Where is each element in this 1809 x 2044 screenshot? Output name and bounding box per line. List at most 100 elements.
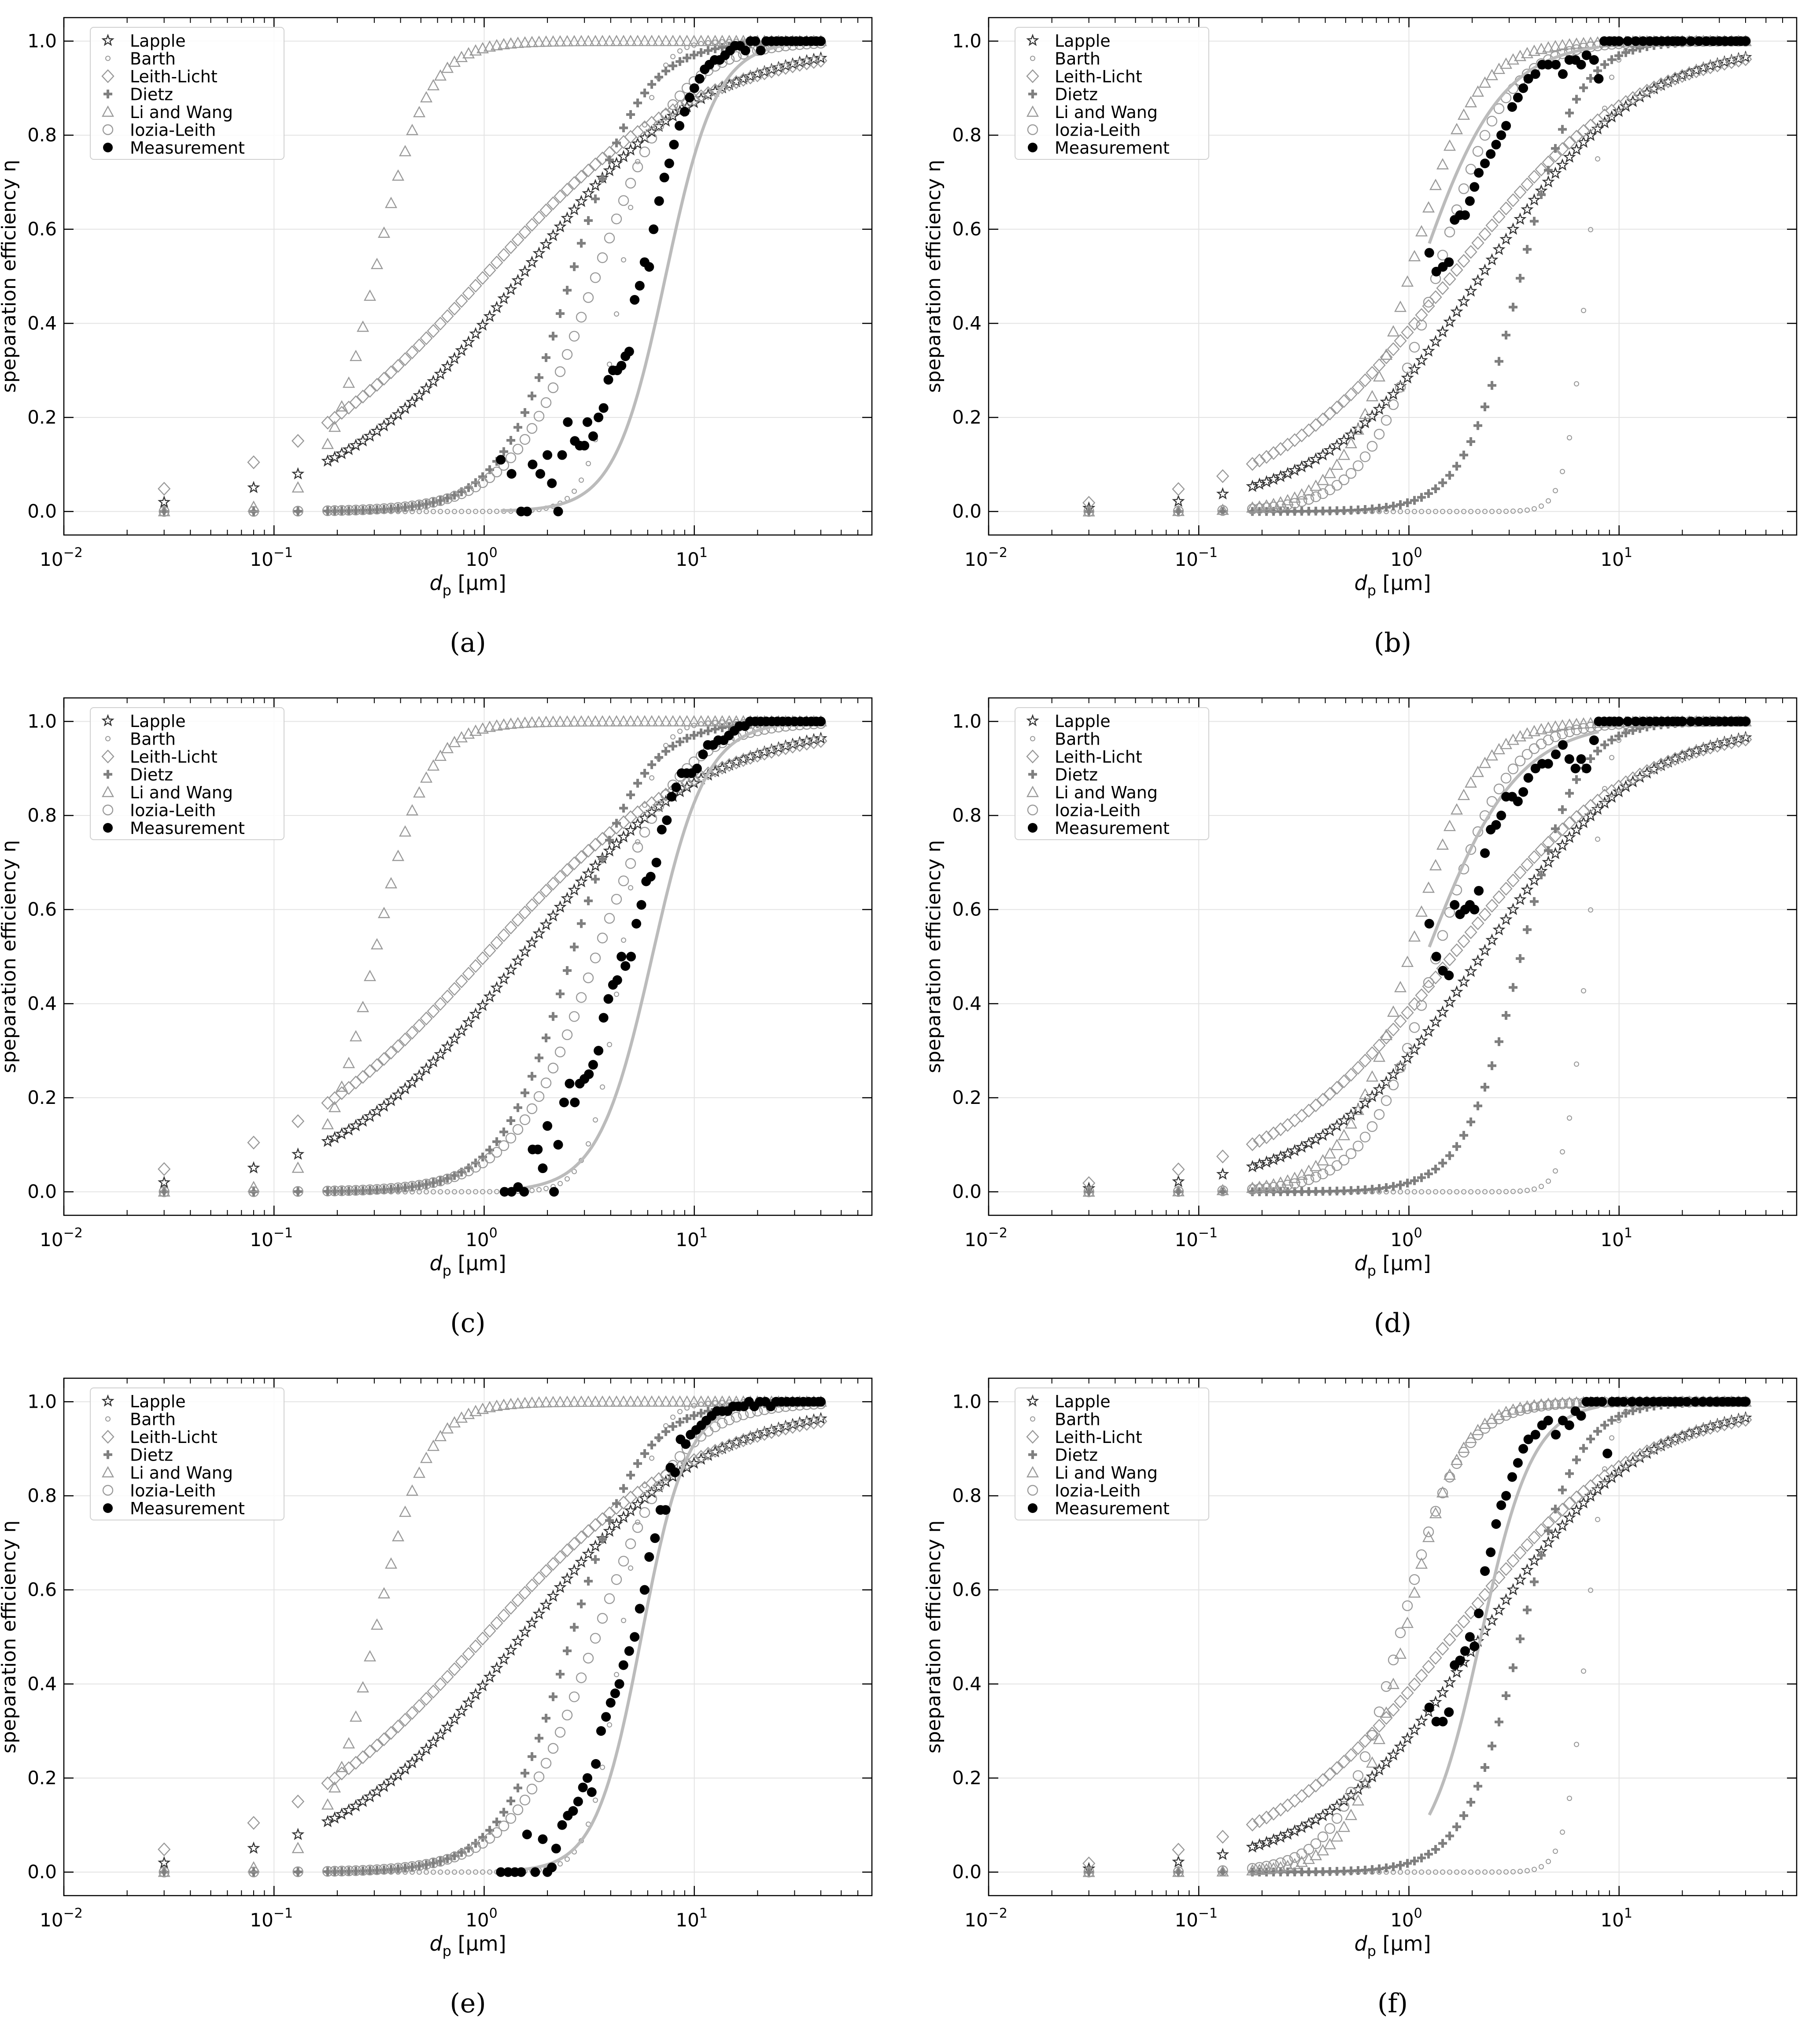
data-point-li-and-wang: [1172, 1185, 1185, 1196]
series-measurement: [1424, 36, 1751, 277]
data-point-barth: [1461, 509, 1467, 514]
data-point-dietz: [626, 790, 635, 800]
y-tick-label: 0.8: [952, 124, 982, 146]
data-point-lapple: [1570, 143, 1583, 155]
data-point-iozia-leith: [1423, 1526, 1434, 1538]
data-point-dietz: [1466, 1797, 1476, 1807]
data-point-leith-licht: [1464, 925, 1477, 939]
data-point-leith-licht: [701, 766, 715, 781]
data-point-barth: [1574, 381, 1580, 387]
legend-label: Li and Wang: [130, 783, 233, 802]
data-point-li-and-wang: [695, 715, 708, 727]
data-point-barth: [565, 1856, 570, 1862]
data-point-iozia-leith: [1543, 734, 1554, 745]
data-point-leith-licht: [1253, 454, 1266, 468]
data-point-lapple: [321, 1134, 334, 1147]
series-leith-licht: [158, 54, 827, 496]
data-point-iozia-leith: [590, 1633, 601, 1644]
data-point-lapple: [582, 867, 595, 879]
data-point-barth: [480, 509, 486, 514]
measurement-point: [506, 469, 517, 479]
x-tick-label: 100: [465, 545, 498, 570]
data-point-leith-licht: [532, 891, 546, 905]
data-point-iozia-leith: [1173, 505, 1184, 517]
series-leith-licht: [158, 734, 827, 1176]
x-label-unit: [µm]: [1376, 1251, 1431, 1275]
data-point-li-and-wang: [589, 715, 602, 727]
data-point-iozia-leith: [540, 1077, 552, 1088]
measurement-point: [496, 455, 506, 465]
legend-label: Li and Wang: [130, 103, 233, 122]
data-point-li-and-wang: [1408, 250, 1421, 262]
data-point-lapple: [1499, 1593, 1513, 1606]
data-point-iozia-leith: [1261, 502, 1272, 513]
data-point-dietz: [1473, 1782, 1483, 1791]
data-point-leith-licht: [737, 1433, 750, 1447]
data-point-barth: [1454, 1869, 1460, 1875]
data-point-li-and-wang: [1172, 505, 1185, 516]
data-point-dietz: [584, 216, 593, 225]
data-point-barth: [1539, 1864, 1544, 1870]
data-point-li-and-wang: [695, 34, 708, 46]
measurement-point: [1530, 1430, 1540, 1440]
data-point-iozia-leith: [547, 382, 559, 393]
measurement-point: [669, 140, 679, 150]
data-point-leith-licht: [532, 1571, 546, 1585]
measurement-point: [1682, 1397, 1692, 1407]
measurement-point: [654, 196, 664, 206]
data-point-leith-licht: [1732, 734, 1745, 748]
measurement-point: [1450, 900, 1460, 910]
data-point-lapple: [561, 1572, 574, 1585]
data-point-iozia-leith: [1296, 496, 1307, 507]
measurement-point: [530, 1867, 540, 1877]
x-tick-base: 10: [465, 1229, 489, 1251]
data-point-dietz: [1431, 484, 1440, 493]
measurement-point: [694, 74, 705, 84]
measurement-point: [816, 1397, 826, 1407]
data-point-dietz: [464, 483, 473, 492]
data-point-leith-licht: [582, 1524, 595, 1538]
measurement-point: [522, 1830, 532, 1840]
data-point-leith-licht: [1499, 201, 1513, 216]
data-point-dietz: [676, 1417, 685, 1427]
data-point-lapple: [469, 1007, 482, 1020]
data-point-li-and-wang: [1563, 38, 1576, 50]
fit-curve: [1428, 1405, 1599, 1816]
data-point-iozia-leith: [1217, 1185, 1228, 1196]
data-point-li-and-wang: [702, 715, 715, 727]
data-point-leith-licht: [1380, 350, 1393, 365]
data-point-iozia-leith: [1458, 183, 1469, 194]
data-point-dietz: [1452, 461, 1462, 471]
legend-label: Iozia-Leith: [130, 801, 216, 820]
data-point-dietz: [1473, 1101, 1483, 1111]
data-point-li-and-wang: [1331, 1139, 1344, 1150]
data-point-dietz: [598, 174, 607, 183]
measurement-point: [549, 1187, 559, 1197]
data-point-lapple: [1542, 855, 1555, 868]
data-point-dietz: [1593, 66, 1602, 75]
data-point-li-and-wang: [329, 421, 341, 432]
data-point-li-and-wang: [540, 716, 553, 727]
data-point-li-and-wang: [688, 34, 701, 46]
plot-frame: [63, 1377, 873, 1896]
data-point-dietz: [1586, 74, 1595, 83]
series-leith-licht: [1082, 52, 1752, 510]
measurement-point: [519, 1187, 529, 1197]
data-point-lapple: [448, 351, 461, 364]
data-point-leith-licht: [1485, 218, 1499, 232]
data-point-lapple: [1506, 1583, 1520, 1596]
data-point-dietz: [1544, 846, 1553, 855]
data-point-iozia-leith: [1409, 1574, 1420, 1585]
measurement-point: [1634, 1397, 1644, 1407]
data-point-leith-licht: [1725, 55, 1738, 69]
data-point-iozia-leith: [1507, 763, 1519, 775]
data-point-li-and-wang: [723, 715, 736, 727]
x-tick-exponent: 0: [489, 1906, 498, 1921]
data-point-lapple: [1542, 1535, 1555, 1548]
data-point-leith-licht: [554, 189, 567, 203]
data-point-dietz: [1396, 500, 1405, 509]
x-tick-label: 10−2: [40, 1225, 83, 1251]
data-point-dietz: [1410, 1176, 1419, 1185]
measurement-point: [1513, 92, 1523, 103]
